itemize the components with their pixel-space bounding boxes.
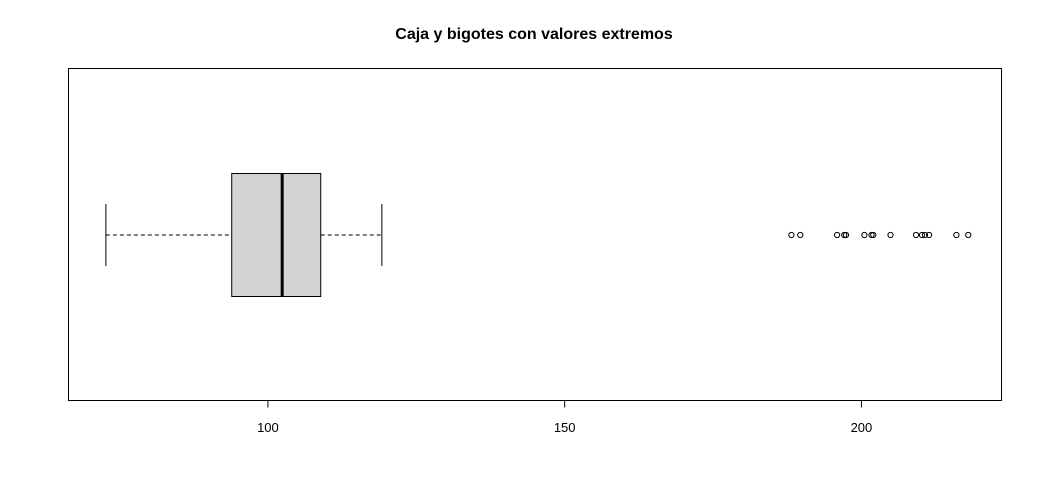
outliers bbox=[788, 231, 972, 239]
iqr-box bbox=[231, 173, 322, 297]
x-tick-label: 200 bbox=[851, 420, 873, 435]
outlier-point bbox=[870, 231, 877, 239]
outlier-point bbox=[868, 231, 875, 239]
x-tick-label: 150 bbox=[554, 420, 576, 435]
outlier-point bbox=[921, 231, 929, 239]
outlier-point bbox=[965, 231, 972, 239]
outlier-point bbox=[887, 231, 894, 239]
outlier-point bbox=[842, 231, 850, 239]
outlier-point bbox=[841, 231, 848, 239]
x-axis-ticks: 100 150 200 bbox=[257, 400, 873, 435]
box-and-whiskers bbox=[105, 173, 383, 297]
outlier-point bbox=[953, 231, 960, 239]
outlier-point bbox=[797, 231, 804, 239]
outlier-point bbox=[912, 231, 920, 239]
outlier-point bbox=[788, 231, 795, 239]
chart-title: Caja y bigotes con valores extremos bbox=[395, 26, 673, 43]
outlier-point bbox=[861, 231, 868, 239]
x-tick-label: 100 bbox=[257, 420, 279, 435]
outlier-point bbox=[918, 231, 926, 239]
outlier-point bbox=[833, 231, 841, 239]
outlier-point bbox=[925, 231, 933, 239]
